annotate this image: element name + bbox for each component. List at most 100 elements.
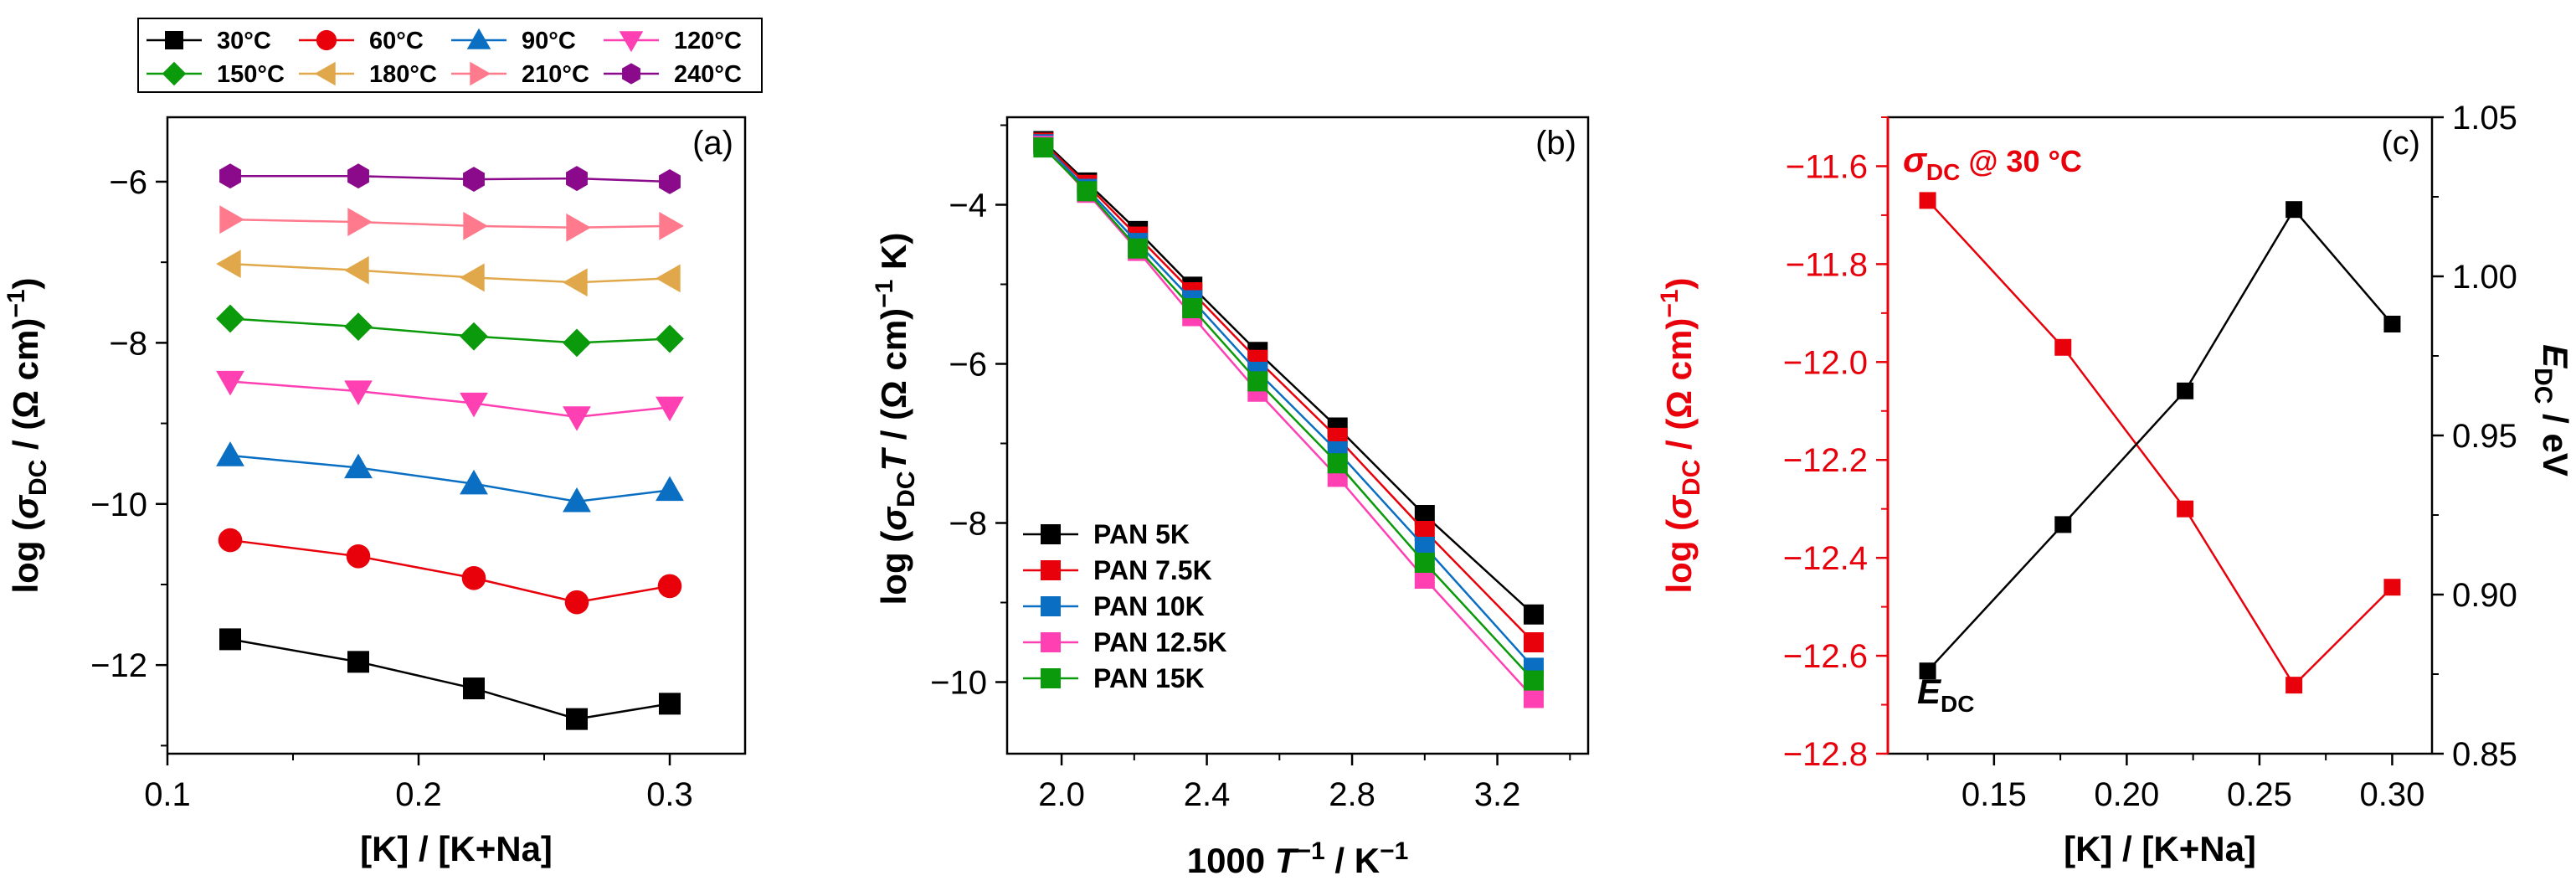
label-part: −1 [871, 280, 898, 308]
data-point [2285, 677, 2303, 694]
label-part: σ [1903, 140, 1928, 179]
data-point [566, 708, 588, 730]
legend-box [137, 18, 763, 93]
y-right-tick-label: 1.05 [2452, 100, 2517, 137]
label-part: / (Ω cm) [6, 318, 45, 460]
legend-marker [1041, 632, 1061, 652]
data-point [1128, 238, 1149, 259]
legend-marker [622, 63, 640, 85]
label-part: σ [1659, 494, 1699, 519]
annotation-sigma: σDC @ 30 °C [1903, 140, 2082, 185]
legend-marker [1041, 524, 1061, 544]
data-point [1077, 181, 1098, 202]
label-part: [K] / [K+Na] [360, 829, 553, 868]
panel-label: (a) [692, 125, 733, 162]
y-left-axis-label: log (σDC / (Ω cm)−1) [1656, 277, 1705, 593]
data-point [563, 268, 588, 297]
plot-frame-b [1005, 116, 1590, 755]
data-point [2177, 500, 2194, 518]
y-left-tick-label: −12.8 [1783, 736, 1868, 773]
y-right-tick-label: 0.85 [2452, 736, 2517, 773]
legend-label: 60°C [369, 28, 424, 54]
data-point [347, 208, 373, 236]
data-point [563, 406, 591, 431]
legend-label: PAN 15K [1093, 663, 1205, 693]
series-line [1926, 208, 2393, 672]
label-part: / K [1325, 841, 1380, 880]
label-part: ) [1659, 277, 1699, 289]
y-left-tick-label: −11.6 [1786, 148, 1868, 185]
data-point [566, 166, 588, 192]
label-part: DC [1941, 691, 1974, 717]
data-point [659, 169, 681, 194]
legend-label: 90°C [522, 28, 576, 54]
legend-label: 120°C [674, 28, 742, 54]
legend-marker [1041, 596, 1061, 616]
x-tick-label: 2.0 [1038, 776, 1085, 813]
data-point [1523, 604, 1544, 625]
legend-label: 180°C [369, 61, 437, 88]
legend-marker [162, 61, 187, 86]
data-point [659, 211, 684, 240]
data-point [1919, 192, 1936, 209]
y-right-axis-label: EDC / eV [2529, 344, 2575, 476]
y-left-tick-label: −12.6 [1783, 638, 1868, 675]
y-axis-label: log (σDC / (Ω cm)−1) [3, 277, 52, 593]
series-line [230, 174, 671, 183]
x-tick-label: 0.15 [1962, 776, 2027, 813]
y-tick-label: −10 [930, 665, 987, 702]
label-part: 1000 [1187, 841, 1275, 880]
legend-marker [1041, 560, 1061, 580]
x-tick-label: 0.2 [395, 776, 442, 813]
data-point [463, 211, 488, 240]
data-point [1247, 371, 1268, 392]
data-point [1919, 662, 1936, 680]
data-point [566, 213, 591, 242]
data-point [2054, 516, 2072, 533]
x-tick-label: 0.1 [144, 776, 191, 813]
label-part: −1 [3, 289, 30, 317]
label-part: @ 30 °C [1960, 144, 2082, 178]
data-point [463, 167, 485, 193]
data-point [2383, 316, 2401, 332]
data-point [463, 677, 485, 700]
panel-label: (c) [2381, 125, 2420, 162]
legend-marker [619, 31, 644, 53]
y-axis-label: log (σDCT / (Ω cm)−1 K) [871, 233, 920, 605]
data-point [656, 264, 681, 293]
legend-marker [165, 31, 183, 49]
y-tick-label: −10 [90, 487, 147, 523]
series-line [229, 638, 671, 720]
data-point [564, 590, 589, 615]
label-part: DC [1926, 159, 1960, 185]
label-part: T [874, 447, 913, 471]
y-right-tick-label: 0.90 [2452, 577, 2517, 614]
y-tick-label: −4 [949, 188, 987, 224]
series-line [229, 218, 671, 229]
data-point [219, 163, 241, 189]
data-point [218, 528, 243, 553]
series-line [229, 317, 671, 344]
data-point [1182, 298, 1203, 318]
y-left-tick-label: −12.0 [1783, 344, 1868, 381]
plot-frame-a [166, 116, 747, 755]
label-part: / (Ω cm) [1659, 318, 1699, 460]
x-axis-label: 1000 T−1 / K−1 [1187, 837, 1409, 880]
panel-label: (b) [1535, 125, 1576, 162]
data-point [460, 469, 488, 495]
data-point [659, 693, 681, 715]
data-point [656, 476, 684, 502]
legend-label: 240°C [674, 61, 742, 88]
data-point [344, 255, 369, 285]
legend-label: PAN 10K [1093, 591, 1205, 621]
data-point [216, 441, 244, 466]
data-point [216, 304, 244, 333]
data-point [656, 396, 684, 422]
data-point [656, 324, 684, 353]
x-axis-label: [K] / [K+Na] [360, 829, 553, 868]
y-left-tick-label: −11.8 [1786, 246, 1868, 283]
panel-a: 0.1 0.2 0.3 −12 −10 −8 −6 (a) [K] / [K+Na] log (σ… [3, 18, 763, 868]
y-tick-label: −12 [90, 647, 147, 684]
